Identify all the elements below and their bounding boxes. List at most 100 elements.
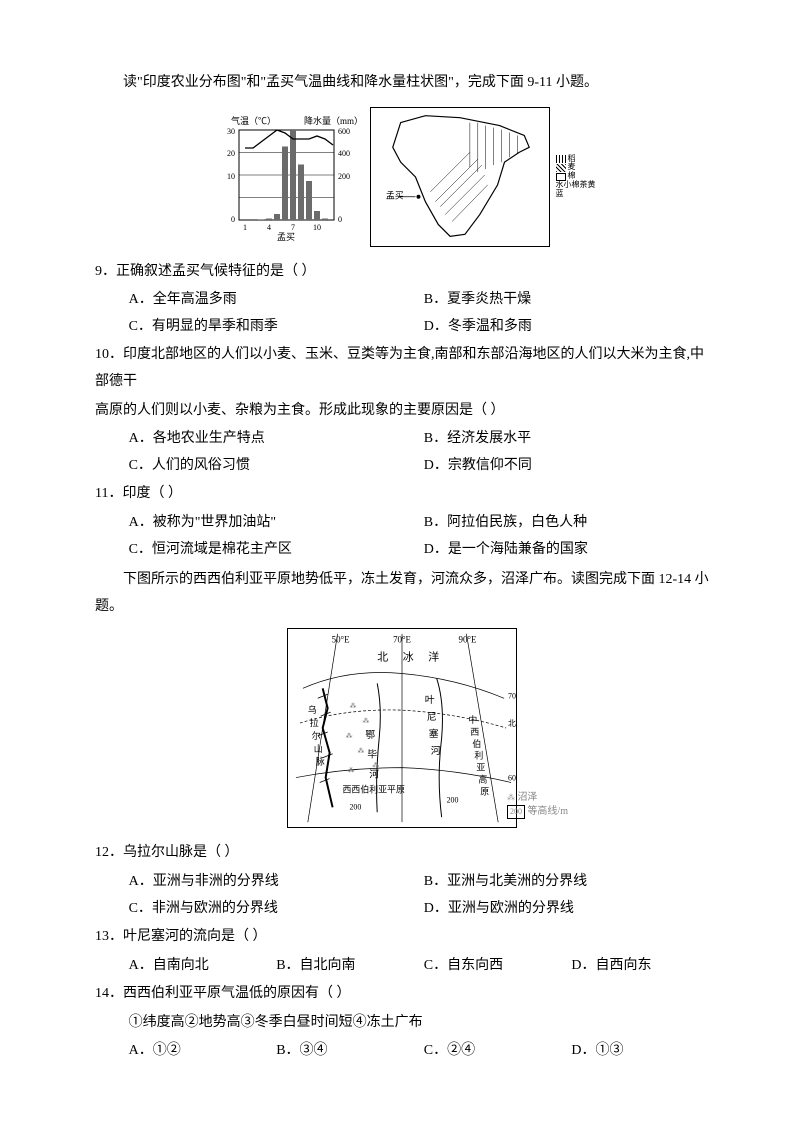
- question-11: 11．印度（ ） A．被称为"世界加油站" B．阿拉伯民族，白色人种 C．恒河流…: [95, 481, 709, 563]
- q10-text: 印度北部地区的人们以小麦、玉米、豆类等为主食,南部和东部沿海地区的人们以大米为主…: [95, 347, 704, 389]
- q14-text: 西西伯利亚平原气温低的原因有（ ）: [123, 986, 351, 1001]
- q11-opt-c[interactable]: C．恒河流域是棉花主产区: [129, 537, 414, 564]
- question-12: 12．乌拉尔山脉是（ ） A．亚洲与非洲的分界线 B．亚洲与北美洲的分界线 C．…: [95, 840, 709, 922]
- q12-opt-b[interactable]: B．亚洲与北美洲的分界线: [424, 869, 709, 896]
- svg-text:高: 高: [478, 774, 487, 785]
- q14-opt-a[interactable]: A．①②: [129, 1038, 267, 1065]
- svg-text:伯: 伯: [472, 738, 481, 749]
- svg-text:孟买: 孟买: [385, 190, 403, 200]
- q9-text: 正确叙述孟买气候特征的是（ ）: [116, 264, 316, 279]
- svg-text:脉: 脉: [316, 757, 325, 767]
- svg-text:叶: 叶: [425, 695, 435, 707]
- question-9: 9．正确叙述孟买气候特征的是（ ） A．全年高温多雨 B．夏季炎热干燥 C．有明…: [95, 259, 709, 341]
- q14-sub: ①纬度高②地势高③冬季白昼时间短④冻土广布: [95, 1010, 709, 1037]
- svg-text:毕: 毕: [367, 748, 377, 761]
- svg-text:90°E: 90°E: [459, 635, 477, 645]
- chart-left-title: 气温（℃）: [231, 115, 276, 126]
- svg-text:西: 西: [470, 727, 479, 737]
- q9-opt-b[interactable]: B．夏季炎热干燥: [424, 287, 709, 314]
- svg-text:⁂: ⁂: [372, 762, 379, 770]
- svg-text:尼: 尼: [427, 711, 437, 723]
- q9-num: 9．: [95, 264, 116, 279]
- q10-text2: 高原的人们则以小麦、杂粮为主食。形成此现象的主要原因是（ ）: [95, 398, 709, 425]
- svg-text:鄂: 鄂: [365, 729, 375, 741]
- svg-text:4: 4: [267, 223, 271, 232]
- q14-opt-b[interactable]: B．③④: [276, 1038, 414, 1065]
- q11-num: 11．: [95, 486, 122, 501]
- figure-group-2: 50°E 70°E 90°E 70°N 北极圈 60°N 北 冰 洋 乌拉 尔山…: [95, 628, 709, 828]
- svg-text:60°N: 60°N: [508, 774, 516, 783]
- svg-text:中: 中: [468, 714, 477, 725]
- q14-num: 14．: [95, 986, 123, 1001]
- svg-text:0: 0: [338, 215, 342, 224]
- svg-text:200: 200: [349, 803, 361, 812]
- q10-num: 10．: [95, 347, 123, 362]
- climate-chart: 气温（℃） 降水量（mm） 30 20 10 0 600 400 200 0: [209, 112, 364, 242]
- svg-text:7: 7: [291, 223, 295, 232]
- svg-text:10: 10: [227, 172, 235, 181]
- svg-text:河: 河: [431, 745, 441, 757]
- map-legend-2: ⁂ 沼泽 200 等高线/m: [507, 791, 568, 819]
- q14-opt-c[interactable]: C．②④: [424, 1038, 562, 1065]
- q12-num: 12．: [95, 845, 123, 860]
- india-map: 孟买: [370, 107, 550, 247]
- q11-opt-d[interactable]: D．是一个海陆兼备的国家: [424, 537, 709, 564]
- q13-opt-b[interactable]: B．自北向南: [276, 953, 414, 980]
- svg-text:30: 30: [227, 127, 235, 136]
- svg-text:20: 20: [227, 149, 235, 158]
- question-13: 13．叶尼塞河的流向是（ ） A．自南向北 B．自北向南 C．自东向西 D．自西…: [95, 924, 709, 979]
- q13-opt-a[interactable]: A．自南向北: [129, 953, 267, 980]
- q12-text: 乌拉尔山脉是（ ）: [123, 845, 239, 860]
- question-14: 14．西西伯利亚平原气温低的原因有（ ） ①纬度高②地势高③冬季白昼时间短④冻土…: [95, 981, 709, 1065]
- svg-text:⁂: ⁂: [347, 767, 354, 775]
- svg-text:70°N: 70°N: [508, 692, 516, 701]
- svg-text:亚: 亚: [476, 763, 485, 773]
- q9-opt-c[interactable]: C．有明显的旱季和雨季: [129, 314, 414, 341]
- q9-opt-a[interactable]: A．全年高温多雨: [129, 287, 414, 314]
- svg-text:70°E: 70°E: [393, 635, 411, 645]
- svg-text:山: 山: [314, 744, 323, 754]
- intro-text-1: 读"印度农业分布图"和"孟买气温曲线和降水量柱状图"，完成下面 9-11 小题。: [95, 70, 709, 97]
- q14-opt-d[interactable]: D．①③: [571, 1038, 709, 1065]
- svg-text:拉: 拉: [310, 717, 319, 728]
- q11-opt-a[interactable]: A．被称为"世界加油站": [129, 510, 414, 537]
- svg-text:400: 400: [338, 149, 350, 158]
- svg-text:塞: 塞: [429, 727, 439, 740]
- q11-opt-b[interactable]: B．阿拉伯民族，白色人种: [424, 510, 709, 537]
- q12-opt-c[interactable]: C．非洲与欧洲的分界线: [129, 896, 414, 923]
- q10-opt-a[interactable]: A．各地农业生产特点: [129, 426, 414, 453]
- q10-opt-c[interactable]: C．人们的风俗习惯: [129, 453, 414, 480]
- q13-num: 13．: [95, 929, 123, 944]
- siberia-map: 50°E 70°E 90°E 70°N 北极圈 60°N 北 冰 洋 乌拉 尔山…: [287, 628, 517, 828]
- map-legend-1: 稻 麦 棉 水小棉茶黄蓝: [556, 155, 596, 199]
- q9-opt-d[interactable]: D．冬季温和多雨: [424, 314, 709, 341]
- svg-text:200: 200: [338, 172, 350, 181]
- q10-opt-d[interactable]: D．宗教信仰不同: [424, 453, 709, 480]
- svg-text:北 冰 洋: 北 冰 洋: [377, 650, 445, 664]
- q12-opt-d[interactable]: D．亚洲与欧洲的分界线: [424, 896, 709, 923]
- intro-text-2: 下图所示的西西伯利亚平原地势低平，冻土发育，河流众多，沼泽广布。读图完成下面 1…: [95, 567, 709, 620]
- svg-text:⁂: ⁂: [349, 702, 356, 710]
- svg-text:0: 0: [231, 215, 235, 224]
- q10-opt-b[interactable]: B．经济发展水平: [424, 426, 709, 453]
- svg-text:原: 原: [480, 787, 489, 797]
- svg-text:乌: 乌: [308, 704, 317, 715]
- question-10: 10．印度北部地区的人们以小麦、玉米、豆类等为主食,南部和东部沿海地区的人们以大…: [95, 342, 709, 479]
- svg-text:西西伯利亚平原: 西西伯利亚平原: [343, 784, 405, 795]
- svg-text:利: 利: [474, 750, 483, 761]
- svg-text:北极圈: 北极圈: [508, 718, 516, 728]
- q13-text: 叶尼塞河的流向是（ ）: [123, 929, 267, 944]
- svg-text:200: 200: [447, 796, 459, 805]
- q12-opt-a[interactable]: A．亚洲与非洲的分界线: [129, 869, 414, 896]
- q13-opt-d[interactable]: D．自西向东: [571, 953, 709, 980]
- svg-text:10: 10: [313, 223, 321, 232]
- svg-text:河: 河: [369, 769, 379, 781]
- svg-text:600: 600: [338, 127, 350, 136]
- q11-text: 印度（ ）: [122, 486, 182, 501]
- chart-right-title: 降水量（mm）: [304, 115, 363, 126]
- q13-opt-c[interactable]: C．自东向西: [424, 953, 562, 980]
- svg-text:⁂: ⁂: [362, 717, 369, 725]
- svg-text:50°E: 50°E: [332, 635, 350, 645]
- svg-text:1: 1: [243, 223, 247, 232]
- svg-text:⁂: ⁂: [345, 732, 352, 740]
